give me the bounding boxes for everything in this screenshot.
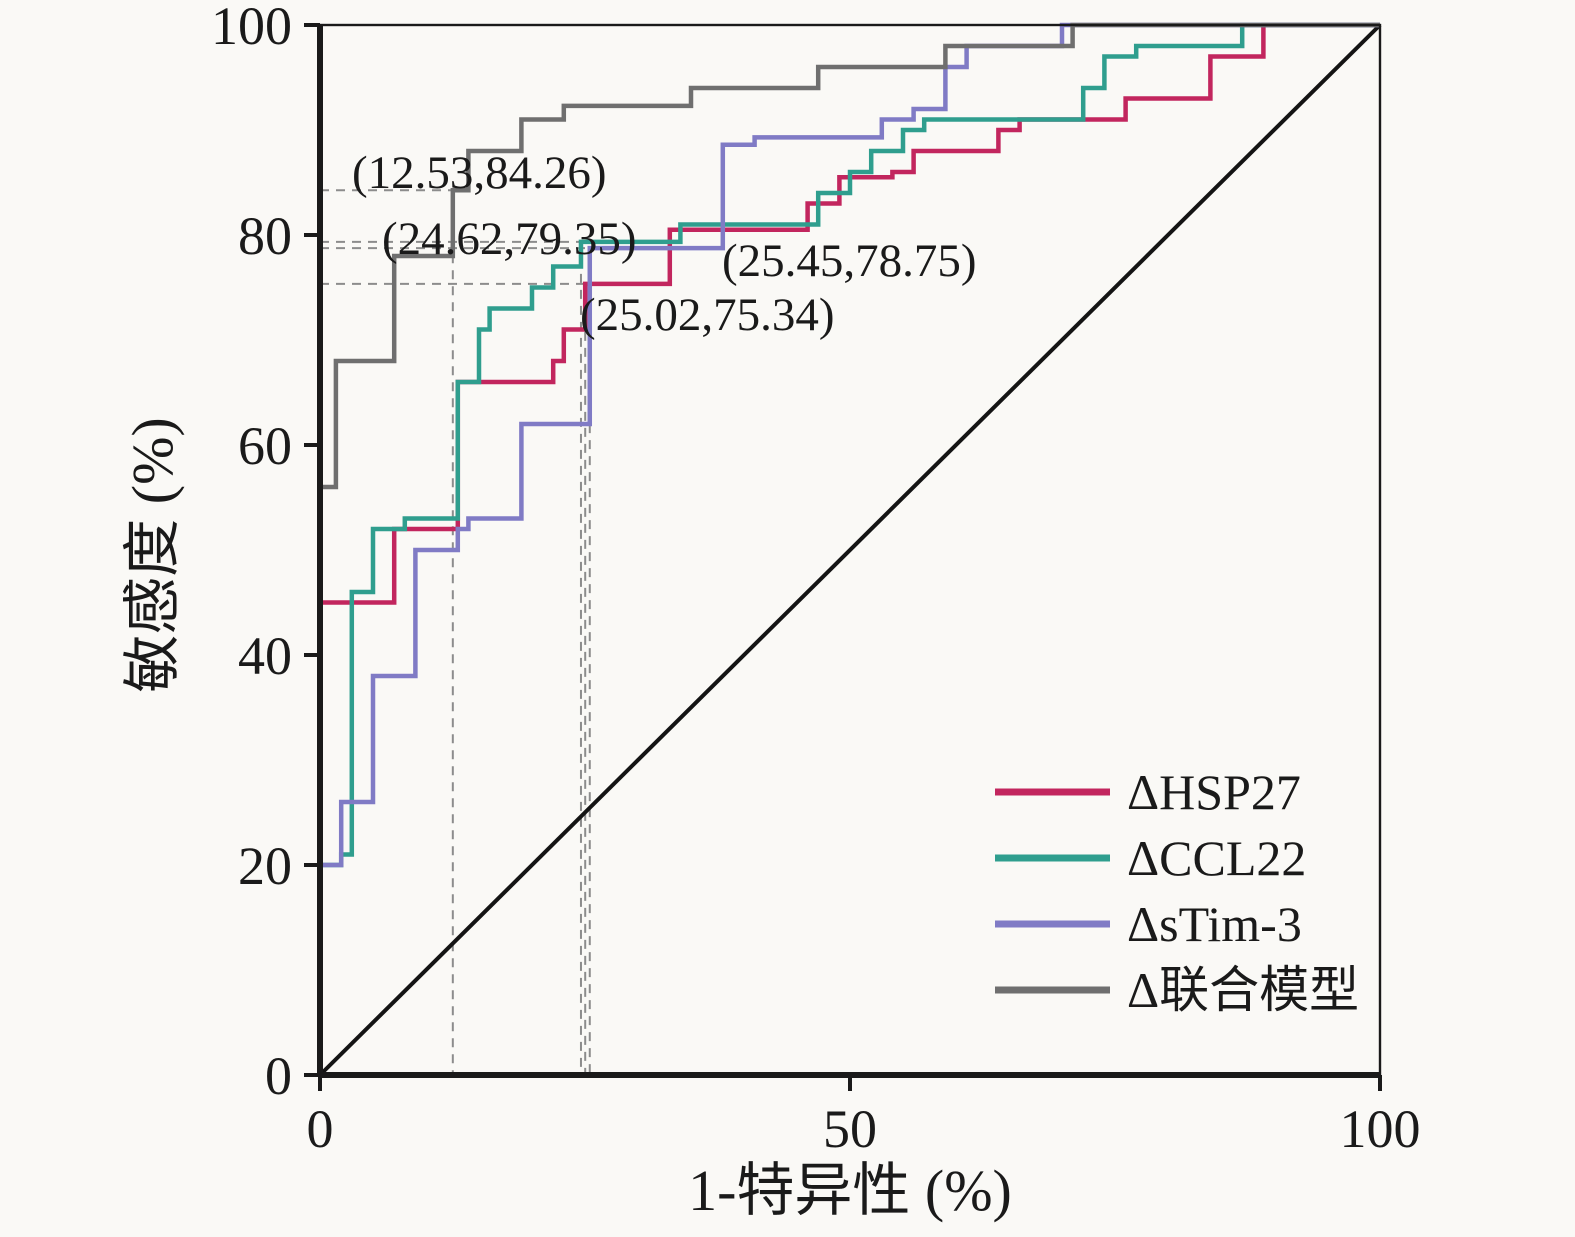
x-tick-label: 0 [307,1099,334,1159]
cutoff-label: (12.53,84.26) [352,147,607,199]
cutoff-label: (25.45,78.75) [722,235,977,287]
roc-curve- [317,22,1380,1075]
legend-label: Δ联合模型 [1127,962,1359,1018]
legend-label: ΔsTim-3 [1127,896,1302,952]
cutoff-annotations: (12.53,84.26) (24.62,79.35) (25.45,78.75)(… [352,147,977,341]
legend-label: ΔHSP27 [1127,764,1301,820]
y-tick-label: 20 [238,836,292,896]
y-tick-label: 60 [238,416,292,476]
axis-ticks-and-labels: 0 50 100 0 20 40 60 80 100 [211,0,1421,1159]
x-axis-label: 1-特异性 (%) [688,1158,1012,1223]
y-tick-label: 80 [238,206,292,266]
y-tick-label: 0 [265,1046,292,1106]
legend-label: ΔCCL22 [1127,830,1306,886]
y-tick-label: 40 [238,626,292,686]
chance-line [318,23,1382,1077]
y-axis-label: 敏感度 (%) [120,417,185,692]
roc-curves [317,22,1380,1075]
x-tick-label: 100 [1340,1099,1421,1159]
y-tick-label: 100 [211,0,292,56]
x-tick-label: 50 [823,1099,877,1159]
roc-curve-CCL22 [317,22,1380,1075]
legend: ΔHSP27 ΔCCL22 ΔsTim-3 Δ联合模型 [995,764,1359,1018]
roc-curve-HSP27 [317,22,1380,1075]
cutoff-label: (24.62,79.35) [382,213,637,265]
cutoff-label: (25.02,75.34) [580,289,835,341]
reference-diagonal [318,23,1382,1077]
